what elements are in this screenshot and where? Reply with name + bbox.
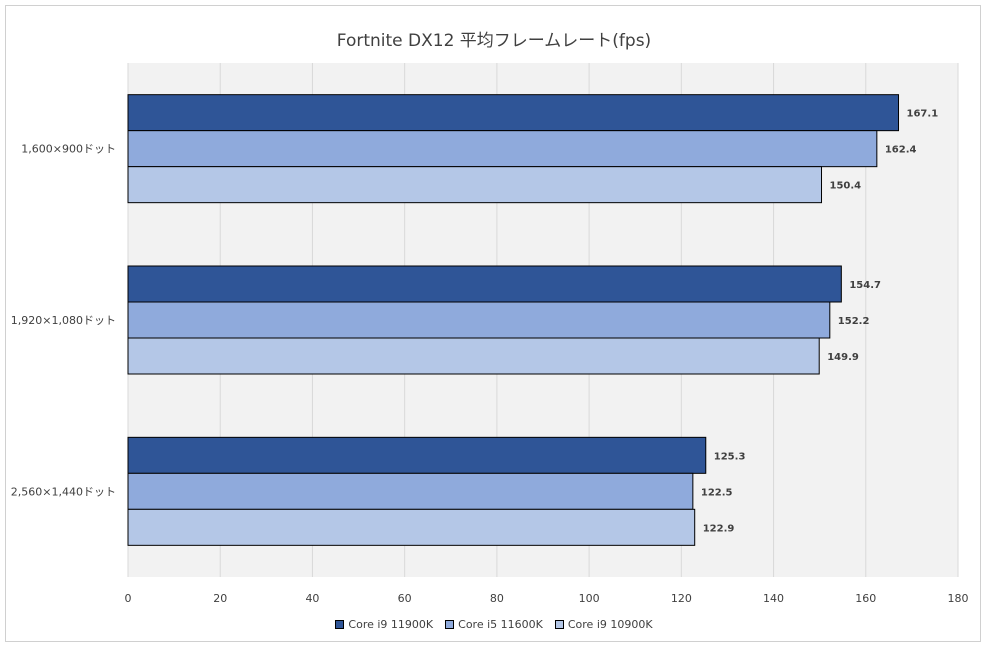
category-label: 1,920×1,080ドット (11, 314, 116, 327)
bar (127, 436, 707, 474)
x-tick-label: 160 (855, 592, 876, 605)
x-tick-label: 120 (671, 592, 692, 605)
x-tick-label: 100 (579, 592, 600, 605)
category-label: 2,560×1,440ドット (11, 485, 116, 498)
x-tick-label: 180 (948, 592, 969, 605)
bar (127, 94, 900, 132)
x-tick-label: 60 (398, 592, 412, 605)
data-label: 162.4 (885, 145, 917, 156)
data-label: 150.4 (830, 181, 862, 192)
data-label: 154.7 (849, 280, 881, 291)
data-label: 152.2 (838, 316, 870, 327)
category-label: 1,600×900ドット (21, 143, 116, 156)
x-tick-label: 80 (490, 592, 504, 605)
legend-item: Core i5 11600K (445, 618, 543, 631)
bar (127, 301, 831, 339)
bar (127, 166, 823, 204)
legend-label: Core i9 11900K (348, 618, 434, 631)
bar (127, 472, 694, 510)
x-tick-label: 0 (125, 592, 132, 605)
legend-label: Core i5 11600K (458, 618, 543, 631)
data-label: 122.5 (701, 487, 733, 498)
data-label: 167.1 (907, 109, 939, 120)
chart-title: Fortnite DX12 平均フレームレート(fps) (336, 31, 652, 51)
legend-swatch (335, 620, 345, 629)
data-label: 125.3 (714, 451, 746, 462)
legend-label: Core i9 10900K (567, 618, 653, 631)
legend-swatch (554, 620, 564, 629)
legend: Core i9 11900K Core i5 11600K Core i9 1090… (6, 618, 982, 632)
data-label: 122.9 (703, 523, 735, 534)
bar (127, 508, 696, 546)
legend-item: Core i9 11900K (335, 618, 433, 631)
x-tick-label: 20 (213, 592, 227, 605)
bar (127, 130, 878, 168)
legend-swatch (445, 620, 455, 629)
bar (127, 337, 820, 375)
data-label: 149.9 (827, 352, 859, 363)
x-tick-label: 40 (305, 592, 319, 605)
legend-item: Core i9 10900K (554, 618, 653, 631)
x-tick-label: 140 (763, 592, 784, 605)
bar (127, 265, 842, 303)
